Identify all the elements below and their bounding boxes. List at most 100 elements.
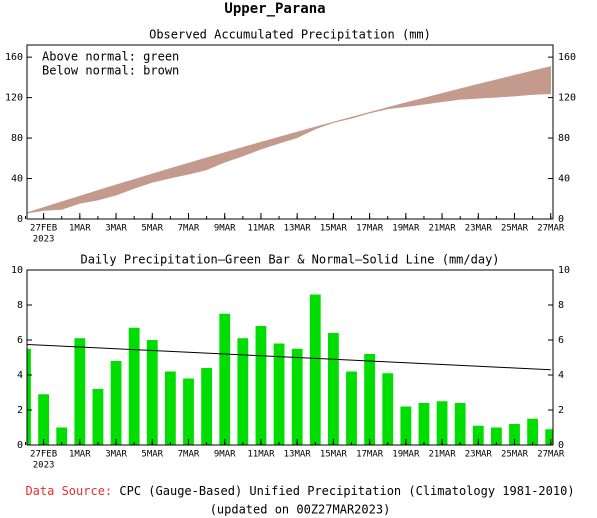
- bar: [237, 338, 249, 445]
- source-label: Data Source:: [25, 484, 112, 498]
- band-segment: [369, 107, 388, 114]
- y-tick-label: 40: [11, 174, 23, 185]
- chart-title: Daily Precipitation—Green Bar & Normal—S…: [80, 253, 499, 267]
- bar: [309, 294, 321, 445]
- band-segment: [351, 111, 370, 119]
- bar: [74, 338, 86, 445]
- bar: [418, 403, 430, 445]
- bar: [201, 368, 213, 445]
- bar: [128, 327, 140, 445]
- band-segment: [152, 168, 171, 183]
- band-segment: [133, 173, 153, 189]
- y2-tick-label: 0: [558, 440, 564, 451]
- y-tick-label: 120: [5, 93, 23, 104]
- bar: [382, 373, 394, 445]
- plot: [27, 66, 551, 214]
- bar: [146, 340, 158, 445]
- y2-tick-label: 80: [558, 133, 570, 144]
- x-tick-label: 9MAR: [214, 224, 236, 234]
- x-tick-label: 19MAR: [392, 450, 420, 460]
- x-tick-label: 19MAR: [392, 224, 420, 234]
- bar: [291, 348, 303, 445]
- y-tick-label: 2: [17, 405, 23, 416]
- y2-tick-label: 160: [558, 52, 576, 63]
- band-segment: [79, 190, 99, 204]
- x-tick-label: 13MAR: [284, 224, 312, 234]
- bar: [110, 361, 122, 445]
- bar: [56, 427, 68, 445]
- x-tick-label: 23MAR: [465, 450, 493, 460]
- band-segment: [170, 162, 189, 179]
- band-segment: [296, 126, 316, 139]
- band-segment: [27, 207, 44, 214]
- band-segment: [242, 141, 262, 157]
- bar: [27, 348, 31, 445]
- normal-line: [27, 343, 551, 371]
- x-tick-label: 17MAR: [356, 450, 384, 460]
- band-segment: [405, 97, 425, 107]
- bar: [273, 343, 285, 445]
- y-tick-label: 0: [17, 214, 23, 225]
- band-segment: [478, 79, 497, 99]
- x-tick-label: 15MAR: [320, 224, 348, 234]
- x-tick-label: 27FEB: [30, 450, 57, 460]
- band-segment: [333, 116, 352, 123]
- band-segment: [496, 74, 515, 98]
- x-tick-label: 11MAR: [247, 224, 275, 234]
- bar: [219, 313, 231, 445]
- x-tick-label: 15MAR: [320, 450, 348, 460]
- x-tick-label: 21MAR: [429, 450, 457, 460]
- x-tick-label: 23MAR: [465, 224, 493, 234]
- bar: [183, 378, 194, 445]
- plot-frame: [26, 44, 554, 220]
- x-year-label: 2023: [33, 235, 55, 245]
- x-year-label: 2023: [33, 461, 55, 471]
- x-tick-label: 27MAR: [537, 224, 565, 234]
- y-tick-label: 0: [17, 440, 23, 451]
- band-segment: [188, 157, 207, 175]
- band-segment: [514, 70, 533, 97]
- band-segment: [423, 93, 443, 105]
- bar: [346, 371, 357, 445]
- x-tick-label: 21MAR: [429, 224, 457, 234]
- bar: [472, 425, 484, 445]
- y-tick-label: 10: [11, 265, 23, 276]
- plot: [27, 294, 553, 445]
- bar: [364, 354, 376, 445]
- x-tick-label: 7MAR: [178, 224, 200, 234]
- x-tick-label: 5MAR: [141, 450, 163, 460]
- y2-tick-label: 4: [558, 370, 564, 381]
- y2-tick-label: 10: [558, 265, 570, 276]
- x-tick-label: 25MAR: [501, 450, 529, 460]
- y2-tick-label: 2: [558, 405, 564, 416]
- band-segment: [441, 88, 461, 103]
- band-segment: [206, 152, 225, 171]
- y-tick-label: 8: [17, 300, 23, 311]
- x-tick-label: 27FEB: [30, 224, 57, 234]
- bar: [509, 424, 520, 445]
- y2-tick-label: 6: [558, 335, 564, 346]
- band-segment: [97, 184, 117, 201]
- x-tick-label: 5MAR: [141, 224, 163, 234]
- bar: [92, 389, 104, 445]
- x-tick-label: 3MAR: [105, 450, 127, 460]
- band-segment: [43, 201, 62, 211]
- band-segment: [278, 131, 298, 144]
- bar: [327, 333, 339, 445]
- bar: [436, 401, 448, 445]
- footer-source: Data Source: CPC (Gauge-Based) Unified P…: [25, 484, 574, 498]
- x-tick-label: 9MAR: [214, 450, 236, 460]
- x-tick-label: 27MAR: [537, 450, 565, 460]
- band-segment: [224, 146, 244, 163]
- footer-updated: (updated on 00Z27MAR2023): [210, 503, 391, 517]
- bar: [38, 394, 50, 445]
- x-tick-label: 1MAR: [69, 450, 91, 460]
- annotation: Above normal: green: [42, 50, 179, 64]
- band-segment: [115, 179, 135, 196]
- x-tick-label: 3MAR: [105, 224, 127, 234]
- x-tick-label: 17MAR: [356, 224, 384, 234]
- plot-frame: [26, 269, 554, 446]
- x-tick-label: 7MAR: [178, 450, 200, 460]
- source-text: CPC (Gauge-Based) Unified Precipitation …: [119, 484, 574, 498]
